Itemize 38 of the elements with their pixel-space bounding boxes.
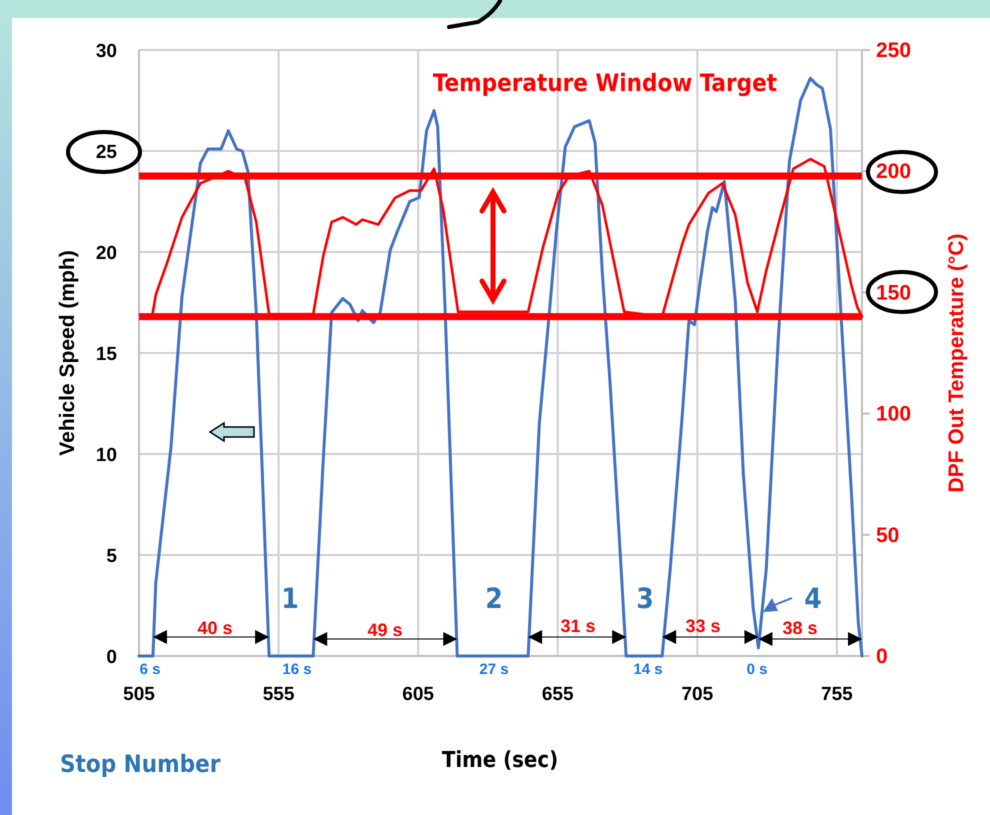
y-tick-label: 0 bbox=[106, 647, 117, 668]
x-tick-label: 605 bbox=[402, 684, 434, 705]
y2-tick-label: 50 bbox=[876, 524, 900, 547]
text: 27 s bbox=[479, 661, 509, 678]
y2-tick-label: 0 bbox=[876, 645, 888, 668]
annotation: 4 bbox=[804, 582, 822, 615]
y-axis-title: Vehicle Speed (mph) bbox=[56, 250, 79, 456]
y2-tick-label: 100 bbox=[876, 402, 912, 426]
text: 6 s bbox=[140, 661, 160, 678]
annotation: 1 bbox=[281, 582, 299, 615]
y-tick-label: 30 bbox=[96, 41, 117, 62]
annotation: 49 s bbox=[367, 620, 403, 640]
x-tick-label: 705 bbox=[681, 684, 714, 705]
ref-line-label: Temperature Window Target bbox=[432, 69, 778, 97]
annotation: 31 s bbox=[560, 616, 596, 636]
text: 0 s bbox=[746, 661, 768, 678]
annotation: 3 bbox=[636, 582, 654, 615]
y2-tick-label: 150 bbox=[876, 281, 912, 304]
y-tick-label: 15 bbox=[96, 344, 118, 365]
y-tick-label: 20 bbox=[96, 243, 117, 264]
y-tick-label: 5 bbox=[106, 546, 118, 567]
text: 16 s bbox=[282, 661, 312, 678]
x-tick-label: 505 bbox=[123, 684, 156, 705]
annotation: 38 s bbox=[782, 618, 818, 638]
y2-axis-title: DPF Out Temperature (°C) bbox=[945, 234, 968, 492]
text: 14 s bbox=[633, 661, 663, 678]
annotation: 33 s bbox=[685, 616, 721, 636]
annotation: 40 s bbox=[197, 618, 233, 638]
y-tick-label: 25 bbox=[96, 142, 118, 163]
annotation: 2 bbox=[485, 582, 503, 615]
x-tick-label: 755 bbox=[821, 684, 854, 705]
y2-tick-label: 250 bbox=[876, 39, 912, 62]
y2-tick-label: 200 bbox=[876, 160, 912, 184]
x-axis-title: Time (sec) bbox=[442, 748, 558, 773]
x-tick-label: 655 bbox=[542, 684, 574, 705]
text: Stop Number bbox=[60, 750, 221, 778]
x-tick-label: 555 bbox=[262, 684, 295, 705]
y-tick-label: 10 bbox=[96, 445, 117, 466]
